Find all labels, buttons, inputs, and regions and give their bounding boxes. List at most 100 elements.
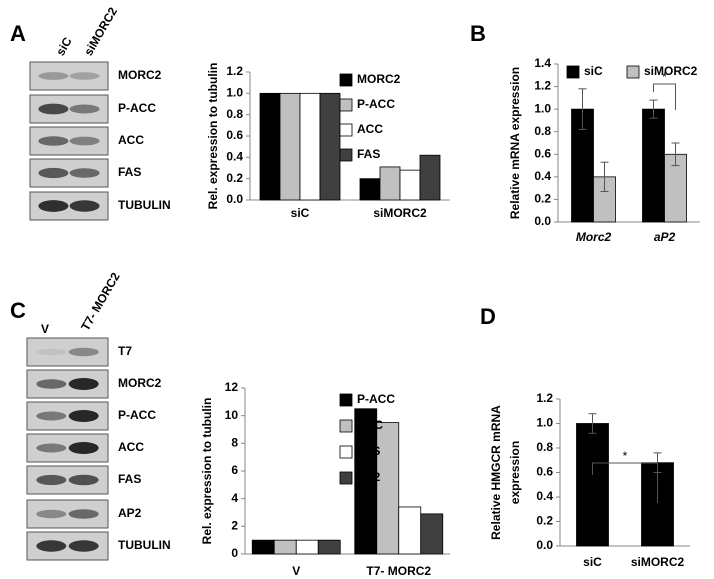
y-tick-label: 0 xyxy=(231,546,238,560)
legend-swatch xyxy=(339,148,353,162)
blot-band xyxy=(38,72,69,80)
error-bar xyxy=(578,88,587,130)
y-tick-label: 6 xyxy=(231,463,238,477)
bar xyxy=(251,539,275,555)
significance-label: * xyxy=(662,70,667,84)
y-axis-label: expression xyxy=(508,441,522,504)
bar xyxy=(273,539,297,555)
y-tick-label: 0.2 xyxy=(534,192,551,206)
legend-swatch xyxy=(339,471,353,485)
blot-band xyxy=(36,509,67,519)
blot-band xyxy=(38,200,69,212)
y-axis-label: Rel. expression to tubulin xyxy=(200,398,214,545)
bar xyxy=(359,178,381,201)
bar xyxy=(319,92,341,201)
bar xyxy=(419,154,441,201)
y-tick-label: 0.0 xyxy=(534,214,551,228)
blot-band xyxy=(68,378,99,390)
band-label: P-ACC xyxy=(118,101,156,115)
legend-swatch xyxy=(339,445,353,459)
bar xyxy=(376,422,400,555)
bar xyxy=(379,166,401,201)
y-tick-label: 8 xyxy=(231,436,238,450)
panel-letter: C xyxy=(10,298,26,323)
bar xyxy=(642,108,665,223)
y-tick-label: 0.2 xyxy=(226,171,243,185)
panel-letter: B xyxy=(470,21,486,46)
y-tick-label: 1.2 xyxy=(534,79,551,93)
blot-band xyxy=(38,103,69,115)
legend-label: AP2 xyxy=(357,470,381,484)
blot-band xyxy=(69,104,100,114)
y-tick-label: 1.2 xyxy=(226,64,243,78)
y-tick-label: 0.0 xyxy=(536,538,553,552)
legend-swatch xyxy=(626,65,640,79)
bar xyxy=(299,92,321,201)
blot-band xyxy=(36,411,67,421)
blot-band xyxy=(36,379,67,389)
error-bar xyxy=(649,99,658,119)
blot-band xyxy=(68,509,99,519)
band-label: FAS xyxy=(118,472,141,486)
blot-band xyxy=(68,474,99,486)
bar xyxy=(317,539,341,555)
bar xyxy=(576,423,609,547)
y-axis-label: Rel. expression to tubulin xyxy=(206,63,220,210)
y-tick-label: 1.2 xyxy=(536,391,553,405)
y-tick-label: 10 xyxy=(225,408,239,422)
x-tick-label: siC xyxy=(583,555,602,569)
legend-swatch xyxy=(566,65,580,79)
blot-band xyxy=(38,136,69,146)
legend-label: FAS xyxy=(357,444,380,458)
blot-band xyxy=(68,540,99,552)
band-label: TUBULIN xyxy=(118,198,171,212)
band-label: ACC xyxy=(118,133,144,147)
bar xyxy=(259,92,281,201)
y-tick-label: 4 xyxy=(231,491,238,505)
band-label: TUBULIN xyxy=(118,538,171,552)
legend-swatch xyxy=(339,393,353,407)
y-tick-label: 0.8 xyxy=(536,440,553,454)
y-tick-label: 12 xyxy=(225,380,239,394)
blot-band xyxy=(36,348,67,356)
band-label: MORC2 xyxy=(118,376,162,390)
lane-label: T7- MORC2 xyxy=(78,270,123,333)
legend-label: P-ACC xyxy=(357,392,395,406)
bar xyxy=(399,169,421,201)
panel-letter: A xyxy=(10,21,26,46)
legend-label: FAS xyxy=(357,147,380,161)
legend-swatch xyxy=(339,73,353,87)
blot-band xyxy=(69,72,100,80)
error-bar xyxy=(600,161,609,193)
legend-swatch xyxy=(339,123,353,137)
legend-label: siMORC2 xyxy=(644,64,698,78)
blot-band xyxy=(38,167,69,179)
error-bar xyxy=(671,142,680,167)
bar xyxy=(295,539,319,555)
band-label: FAS xyxy=(118,165,141,179)
y-axis-label: Relative HMGCR mRNA xyxy=(489,405,503,540)
legend-label: siC xyxy=(584,64,603,78)
x-tick-label: Morc2 xyxy=(576,230,612,244)
x-tick-label: aP2 xyxy=(654,230,676,244)
y-tick-label: 0.4 xyxy=(226,150,243,164)
significance-label: * xyxy=(623,449,628,463)
bar xyxy=(420,513,444,555)
y-tick-label: 2 xyxy=(231,519,238,533)
blot-band xyxy=(68,410,99,422)
x-tick-label: siMORC2 xyxy=(373,206,427,220)
legend-label: ACC xyxy=(357,122,383,136)
y-axis-label: Relative mRNA expression xyxy=(508,67,522,219)
bar xyxy=(279,92,301,201)
band-label: P-ACC xyxy=(118,408,156,422)
band-label: ACC xyxy=(118,440,144,454)
y-tick-label: 1.4 xyxy=(534,56,551,70)
y-tick-label: 1.0 xyxy=(534,101,551,115)
legend-swatch xyxy=(339,98,353,112)
legend-swatch xyxy=(339,419,353,433)
x-tick-label: siMORC2 xyxy=(631,555,685,569)
blot-band xyxy=(68,442,99,454)
lane-label: siMORC2 xyxy=(81,5,120,58)
y-tick-label: 0.6 xyxy=(534,146,551,160)
